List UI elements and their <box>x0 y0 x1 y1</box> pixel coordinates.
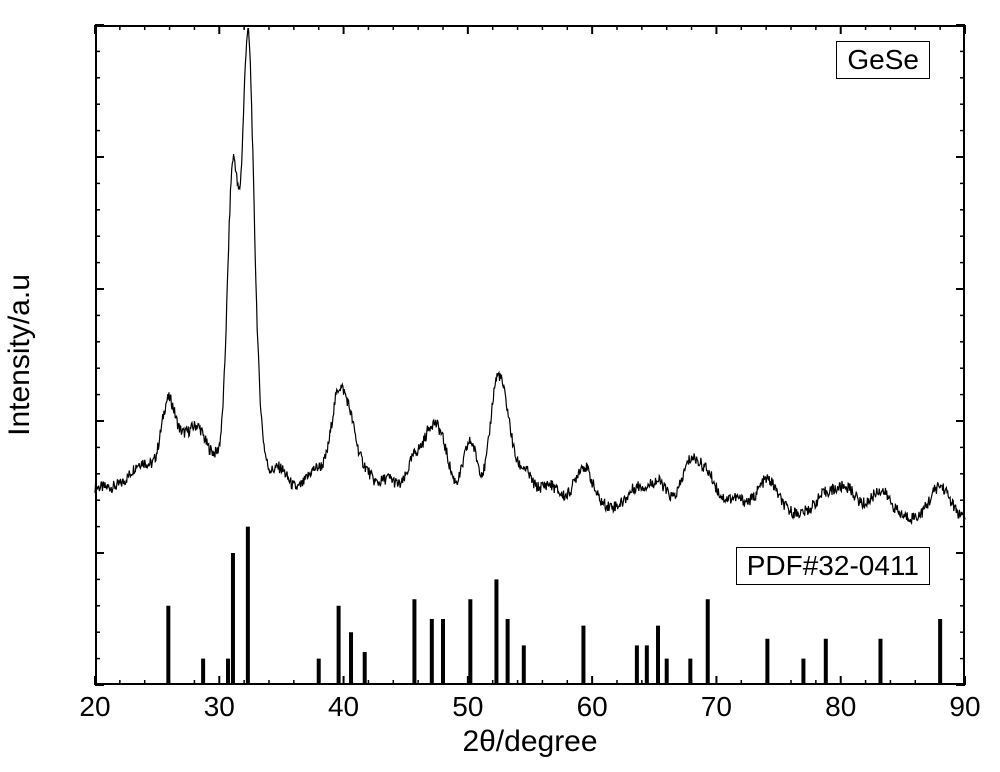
x-tick-label: 20 <box>65 691 125 723</box>
y-axis-label-text: Intensity/a.u <box>3 274 36 436</box>
legend-gese: GeSe <box>836 41 930 79</box>
legend-gese-text: GeSe <box>847 44 919 75</box>
x-tick-label: 90 <box>935 691 995 723</box>
x-tick-label: 80 <box>811 691 871 723</box>
x-tick-label: 40 <box>314 691 374 723</box>
x-axis-label-text: 2θ/degree <box>462 725 597 758</box>
x-tick-label: 70 <box>686 691 746 723</box>
xrd-figure: GeSe PDF#32-0411 Intensity/a.u 2θ/degree… <box>0 0 1000 772</box>
legend-pdf: PDF#32-0411 <box>736 547 930 585</box>
x-axis-label: 2θ/degree <box>95 725 965 759</box>
y-axis-label: Intensity/a.u <box>3 274 37 436</box>
legend-pdf-text: PDF#32-0411 <box>747 550 919 581</box>
x-tick-label: 60 <box>562 691 622 723</box>
x-tick-label: 50 <box>438 691 498 723</box>
x-tick-label: 30 <box>189 691 249 723</box>
plot-area: GeSe PDF#32-0411 <box>95 25 965 685</box>
plot-svg <box>95 25 965 685</box>
